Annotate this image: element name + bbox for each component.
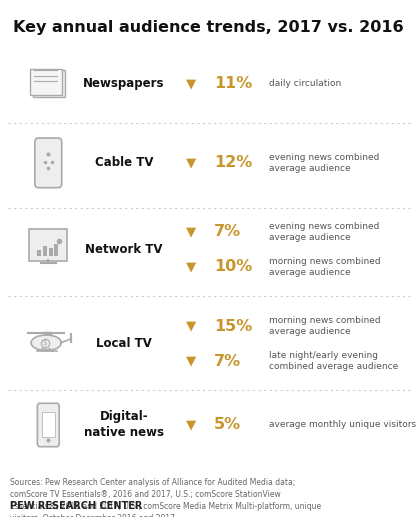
Text: morning news combined
average audience: morning news combined average audience: [269, 257, 381, 277]
Bar: [54, 244, 58, 256]
Text: Newspapers: Newspapers: [83, 77, 165, 90]
Text: late night/early evening
combined average audience: late night/early evening combined averag…: [269, 352, 398, 371]
Text: evening news combined
average audience: evening news combined average audience: [269, 222, 379, 241]
Text: 15%: 15%: [214, 318, 252, 334]
Text: evening news combined
average audience: evening news combined average audience: [269, 153, 379, 173]
Text: $: $: [43, 340, 47, 346]
Bar: [49, 248, 53, 256]
Text: 5%: 5%: [214, 417, 242, 433]
Text: Key annual audience trends, 2017 vs. 2016: Key annual audience trends, 2017 vs. 201…: [13, 20, 403, 35]
Text: 7%: 7%: [214, 224, 242, 239]
FancyBboxPatch shape: [29, 69, 62, 95]
Text: ▼: ▼: [186, 77, 196, 90]
Ellipse shape: [31, 335, 61, 351]
Text: ▼: ▼: [186, 355, 196, 368]
Text: Sources: Pew Research Center analysis of Alliance for Audited Media data;
comSco: Sources: Pew Research Center analysis of…: [10, 478, 322, 517]
Bar: [37, 250, 41, 256]
Text: 7%: 7%: [214, 354, 242, 369]
FancyBboxPatch shape: [35, 138, 62, 188]
Text: 12%: 12%: [214, 155, 252, 171]
Text: ▼: ▼: [186, 260, 196, 273]
Text: 11%: 11%: [214, 76, 252, 92]
Text: ▼: ▼: [186, 418, 196, 432]
Text: Cable TV: Cable TV: [94, 156, 153, 170]
FancyBboxPatch shape: [37, 403, 59, 447]
Bar: [43, 246, 47, 256]
Text: ▼: ▼: [186, 320, 196, 333]
FancyBboxPatch shape: [33, 70, 65, 97]
Text: ▼: ▼: [186, 225, 196, 238]
Text: Local TV: Local TV: [96, 337, 152, 351]
FancyBboxPatch shape: [29, 229, 68, 261]
Text: average monthly unique visitors: average monthly unique visitors: [269, 420, 416, 430]
FancyBboxPatch shape: [42, 412, 55, 437]
Text: 10%: 10%: [214, 259, 252, 275]
Text: PEW RESEARCH CENTER: PEW RESEARCH CENTER: [10, 501, 143, 511]
Text: ▼: ▼: [186, 156, 196, 170]
Text: morning news combined
average audience: morning news combined average audience: [269, 316, 381, 336]
Text: Network TV: Network TV: [85, 242, 163, 256]
Text: Digital-
native news: Digital- native news: [84, 410, 164, 439]
Text: daily circulation: daily circulation: [269, 79, 341, 88]
